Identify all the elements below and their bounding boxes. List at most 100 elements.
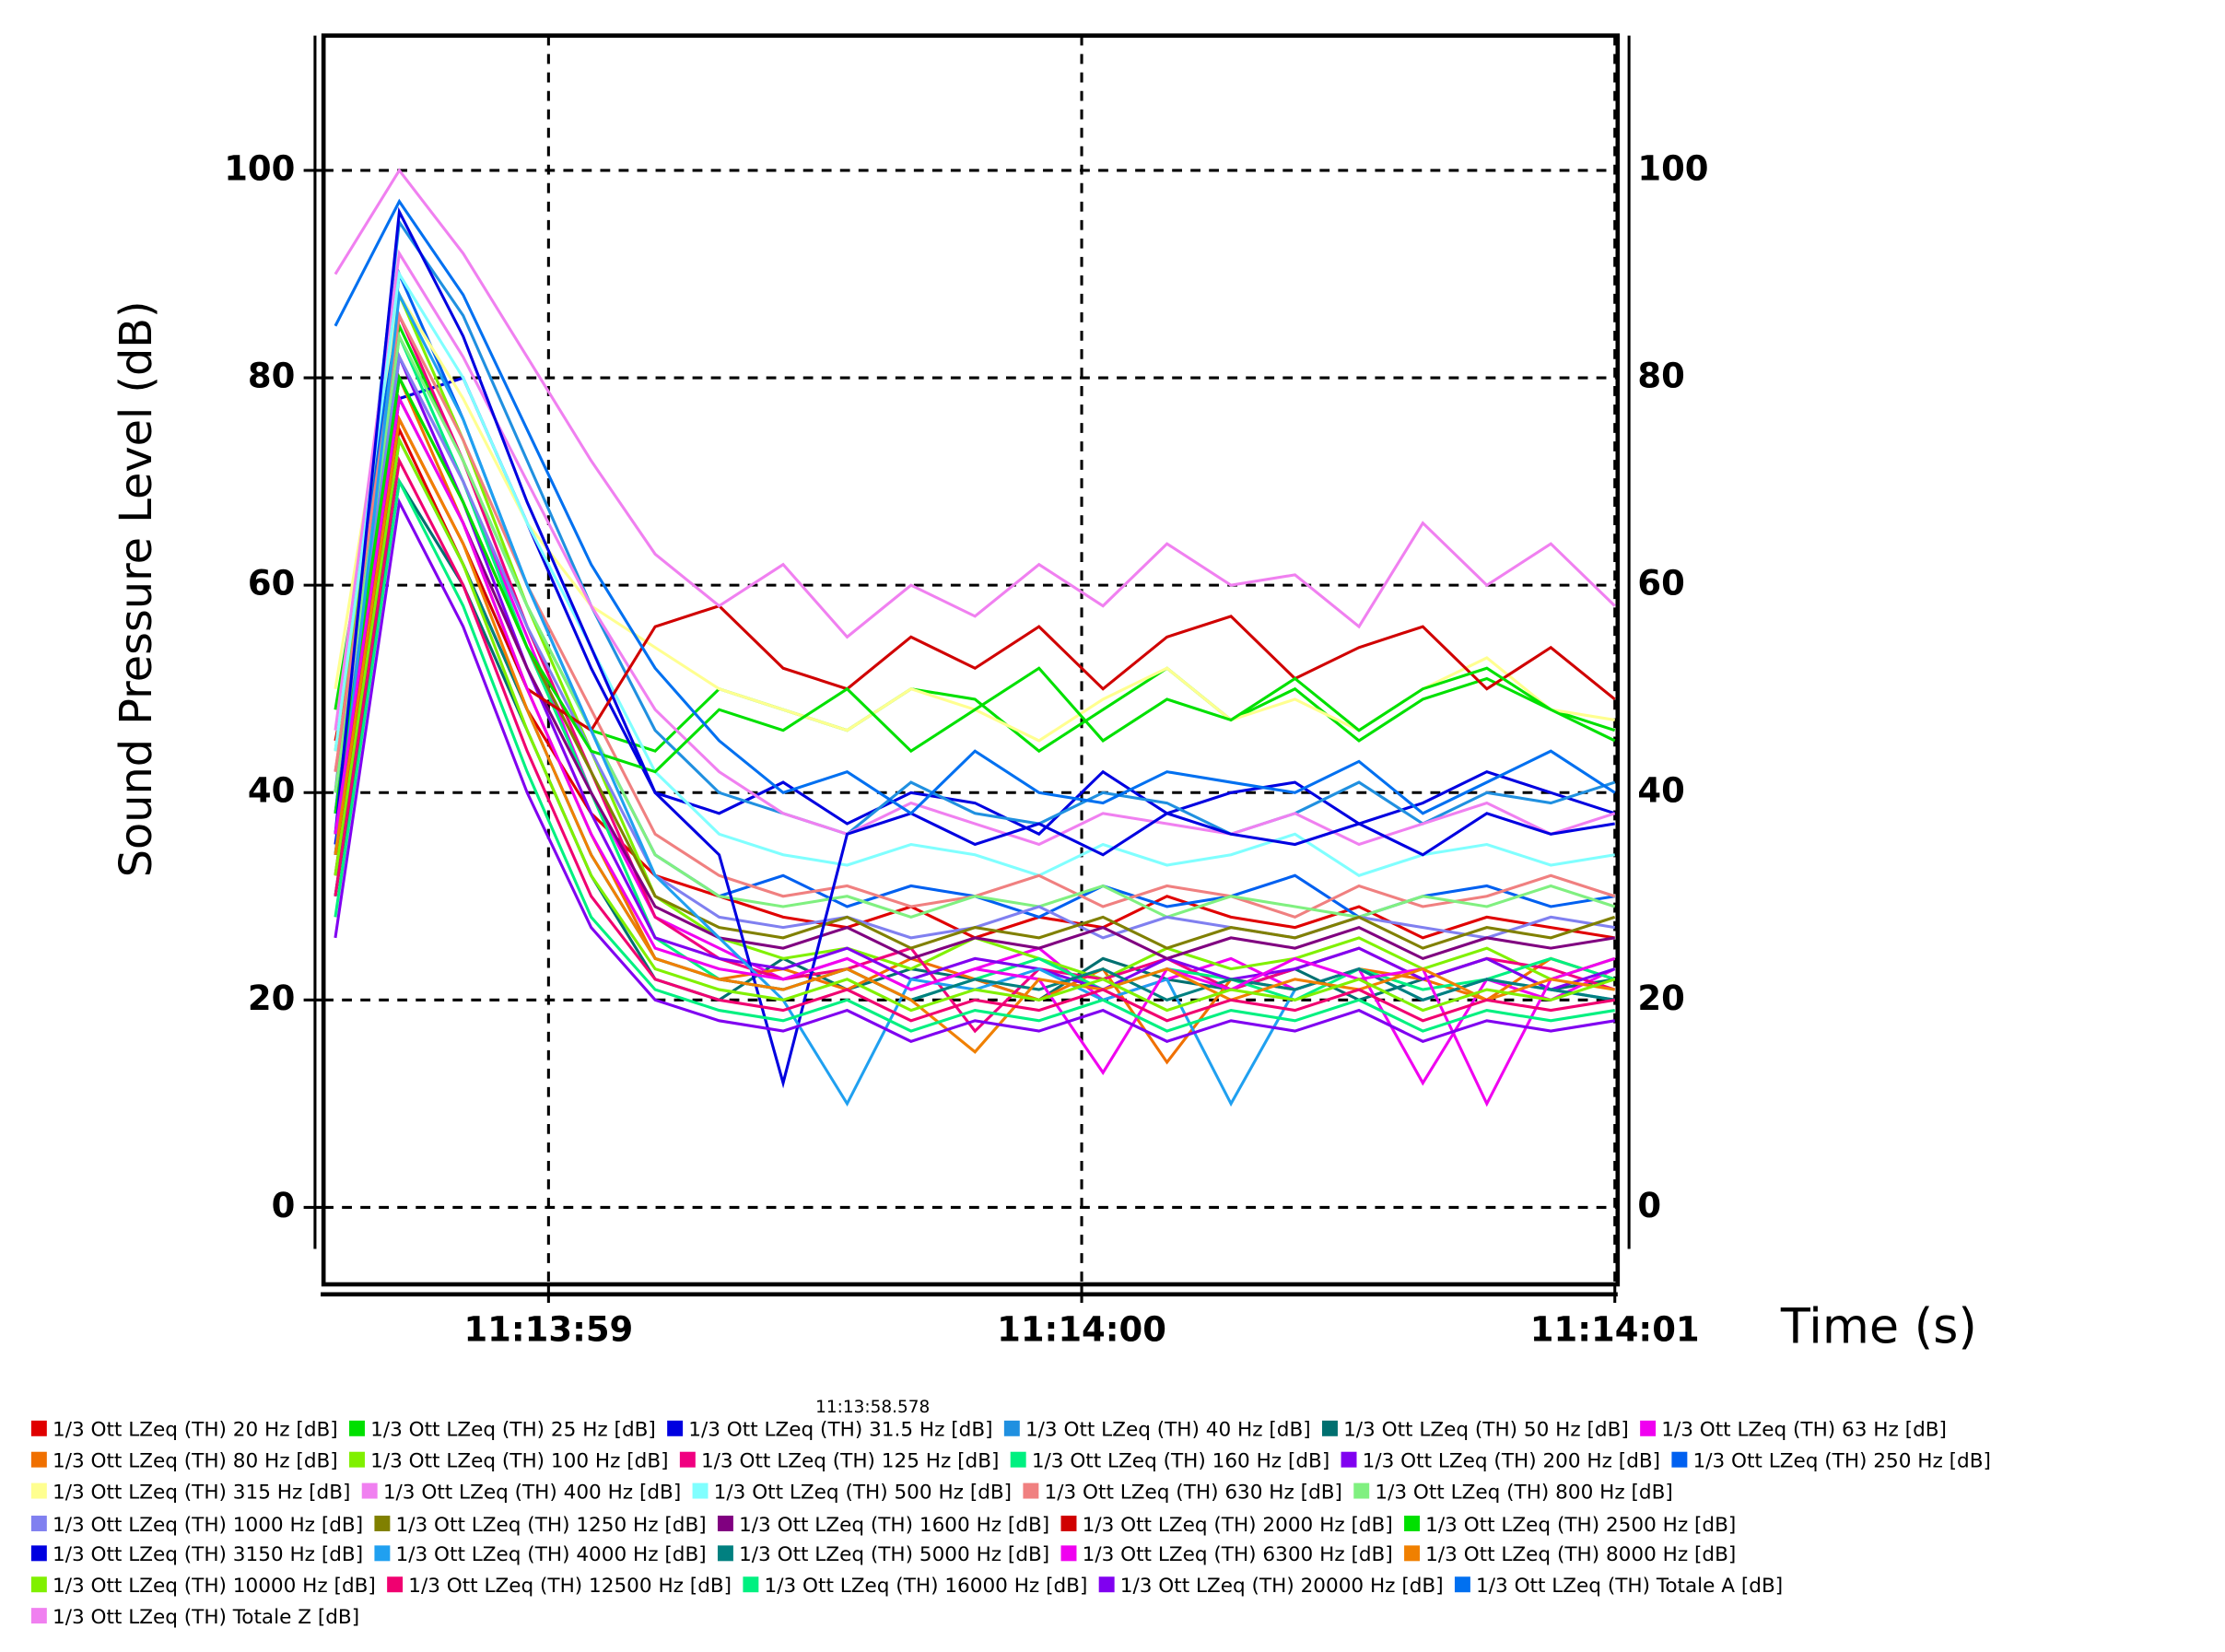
y-tick-label: 0	[272, 1186, 296, 1225]
series-line	[334, 456, 1615, 1023]
series-line	[334, 268, 1615, 920]
series-line	[334, 270, 1615, 877]
legend-label: 1/3 Ott LZeq (TH) 1600 Hz [dB]	[739, 1514, 1049, 1537]
series-line	[334, 331, 1616, 920]
legend-swatch	[30, 1576, 47, 1593]
y2-tick-label: 40	[1637, 771, 1684, 811]
legend-label: 1/3 Ott LZeq (TH) 160 Hz [dB]	[1032, 1450, 1329, 1473]
y-tick-label: 100	[224, 148, 295, 188]
series-line	[334, 415, 1616, 876]
legend-label: 1/3 Ott LZeq (TH) 4000 Hz [dB]	[396, 1543, 707, 1566]
legend-label: 1/3 Ott LZeq (TH) 20 Hz [dB]	[53, 1419, 338, 1442]
series-line	[334, 435, 1616, 1013]
cursor-label: 11:13:58.578	[815, 1398, 930, 1417]
legend-label: 1/3 Ott LZeq (TH) 2000 Hz [dB]	[1083, 1514, 1393, 1537]
legend-label: 1/3 Ott LZeq (TH) 6300 Hz [dB]	[1083, 1543, 1393, 1566]
series-line	[334, 352, 1616, 1086]
legend-label: 1/3 Ott LZeq (TH) 16000 Hz [dB]	[765, 1575, 1088, 1598]
x-tick-label: 11:14:00	[997, 1309, 1166, 1349]
legend-swatch	[30, 1451, 47, 1468]
legend-swatch	[1098, 1576, 1115, 1593]
series-line	[334, 217, 1616, 837]
legend-label: 1/3 Ott LZeq (TH) 10000 Hz [dB]	[53, 1575, 376, 1598]
series-line	[334, 425, 1615, 940]
legend-swatch	[30, 1482, 47, 1499]
legend-label: 1/3 Ott LZeq (TH) 2500 Hz [dB]	[1425, 1514, 1736, 1537]
series-line	[334, 415, 1615, 1054]
legend-swatch	[1671, 1451, 1688, 1468]
legend-swatch	[1404, 1516, 1421, 1531]
legend-label: 1/3 Ott LZeq (TH) 3150 Hz [dB]	[53, 1543, 363, 1566]
x-tick-label: 11:14:01	[1530, 1309, 1700, 1349]
legend-swatch	[1353, 1482, 1370, 1499]
legend-swatch	[1322, 1420, 1338, 1436]
legend-label: 1/3 Ott LZeq (TH) 315 Hz [dB]	[53, 1481, 350, 1504]
legend-swatch	[1060, 1516, 1077, 1531]
y-tick-label: 40	[248, 771, 295, 811]
legend-swatch	[30, 1545, 47, 1562]
legend-swatch	[374, 1545, 391, 1562]
legend-label: 1/3 Ott LZeq (TH) 100 Hz [dB]	[370, 1450, 668, 1473]
legend-swatch	[717, 1545, 733, 1562]
y2-tick-label: 100	[1637, 148, 1708, 188]
legend-label: 1/3 Ott LZeq (TH) 500 Hz [dB]	[714, 1481, 1012, 1504]
legend-swatch	[743, 1576, 759, 1593]
legend-swatch	[1404, 1545, 1421, 1562]
legend-swatch	[1060, 1545, 1077, 1562]
legend-label: 1/3 Ott LZeq (TH) 8000 Hz [dB]	[1425, 1543, 1736, 1566]
y2-tick-label: 20	[1637, 978, 1684, 1018]
legend-swatch	[30, 1608, 47, 1624]
legend-label: 1/3 Ott LZeq (TH) 12500 Hz [dB]	[408, 1575, 732, 1598]
y-tick-label: 80	[248, 357, 295, 396]
series-line	[334, 393, 1616, 1107]
series-line	[334, 198, 1616, 815]
x-axis-title: Time (s)	[1780, 1298, 1977, 1354]
legend-label: 1/3 Ott LZeq (TH) 1250 Hz [dB]	[396, 1514, 707, 1537]
series-line	[334, 498, 1615, 1043]
y-tick-label: 60	[248, 564, 295, 603]
series-line	[334, 310, 1616, 1034]
y-tick-label: 20	[248, 978, 295, 1018]
legend-label: 1/3 Ott LZeq (TH) 1000 Hz [dB]	[53, 1514, 363, 1537]
legend-label: 1/3 Ott LZeq (TH) 125 Hz [dB]	[701, 1450, 999, 1473]
series-line	[334, 351, 1616, 991]
legend-swatch	[1341, 1451, 1357, 1468]
legend-swatch	[1003, 1420, 1020, 1436]
y-axis-title: Sound Pressure Level (dB)	[111, 300, 162, 877]
legend-swatch	[1010, 1451, 1026, 1468]
series-line	[334, 168, 1616, 639]
series-line	[334, 476, 1615, 1033]
legend-label: 1/3 Ott LZeq (TH) 250 Hz [dB]	[1693, 1450, 1991, 1473]
legend-label: 1/3 Ott LZeq (TH) 63 Hz [dB]	[1661, 1419, 1947, 1442]
plot-area	[323, 35, 1618, 1284]
series-line	[334, 393, 1615, 961]
legend-swatch	[349, 1451, 365, 1468]
legend-label: 1/3 Ott LZeq (TH) 20000 Hz [dB]	[1120, 1575, 1444, 1598]
legend-label: 1/3 Ott LZeq (TH) Totale A [dB]	[1476, 1575, 1783, 1598]
legend-label: 1/3 Ott LZeq (TH) 50 Hz [dB]	[1343, 1419, 1629, 1442]
legend-swatch	[1454, 1576, 1470, 1593]
legend-label: 1/3 Ott LZeq (TH) 800 Hz [dB]	[1375, 1481, 1672, 1504]
legend-label: 1/3 Ott LZeq (TH) 5000 Hz [dB]	[739, 1543, 1049, 1566]
y2-tick-label: 0	[1637, 1186, 1661, 1225]
legend-swatch	[679, 1451, 696, 1468]
series-line	[334, 373, 1616, 950]
y2-tick-label: 60	[1637, 564, 1684, 603]
series-line	[334, 373, 1616, 814]
legend-swatch	[1640, 1420, 1657, 1436]
legend-swatch	[30, 1420, 47, 1436]
legend-swatch	[1023, 1482, 1039, 1499]
legend-label: 1/3 Ott LZeq (TH) 630 Hz [dB]	[1045, 1481, 1342, 1504]
legend-swatch	[361, 1482, 378, 1499]
legend-swatch	[30, 1516, 47, 1531]
legend-label: 1/3 Ott LZeq (TH) 80 Hz [dB]	[53, 1450, 338, 1473]
series-line	[334, 477, 1615, 1002]
legend-label: 1/3 Ott LZeq (TH) Totale Z [dB]	[53, 1606, 359, 1629]
legend-label: 1/3 Ott LZeq (TH) 400 Hz [dB]	[383, 1481, 681, 1504]
legend-swatch	[387, 1576, 404, 1593]
series-line	[334, 290, 1615, 743]
plot-frame	[321, 33, 1621, 1287]
x-tick-label: 11:13:59	[463, 1309, 633, 1349]
